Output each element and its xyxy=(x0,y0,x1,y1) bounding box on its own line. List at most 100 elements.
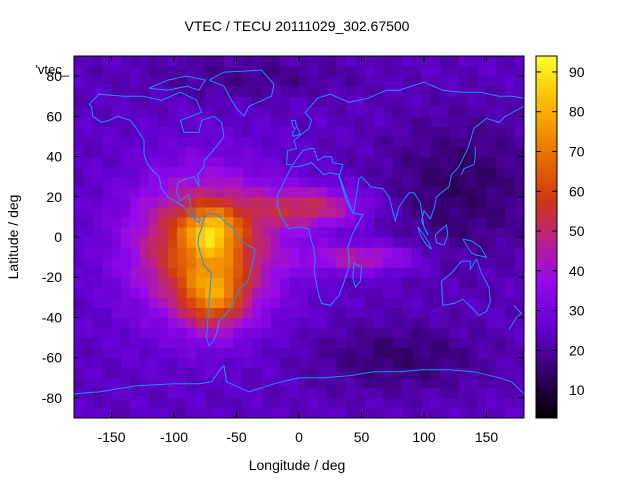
heatmap-cell xyxy=(261,257,272,268)
heatmap-cell xyxy=(439,106,450,117)
heatmap-cell xyxy=(92,86,103,97)
heatmap-cell xyxy=(345,377,356,389)
heatmap-cell xyxy=(158,237,169,248)
heatmap-cell xyxy=(102,146,113,158)
heatmap-cell xyxy=(402,156,413,168)
heatmap-cell xyxy=(402,186,413,198)
heatmap-cell xyxy=(139,297,150,308)
heatmap-cell xyxy=(224,126,234,138)
heatmap-cell xyxy=(299,96,309,107)
heatmap-cell xyxy=(270,317,281,329)
heatmap-cell xyxy=(120,257,131,268)
heatmap-cell xyxy=(280,377,291,389)
heatmap-cell xyxy=(411,397,422,409)
heatmap-cell xyxy=(102,267,113,278)
heatmap-cell xyxy=(336,156,347,168)
heatmap-cell xyxy=(261,317,272,329)
heatmap-cell xyxy=(252,257,263,268)
heatmap-cell xyxy=(364,257,375,268)
heatmap-cell xyxy=(495,226,506,238)
x-tick-label: -50 xyxy=(226,429,246,445)
heatmap-cell xyxy=(74,277,84,288)
heatmap-cell xyxy=(355,357,366,369)
coastline-australia xyxy=(441,257,491,317)
heatmap-cell xyxy=(242,337,253,349)
heatmap-cell xyxy=(402,277,413,288)
heatmap-cell xyxy=(430,206,441,218)
heatmap-cell xyxy=(92,407,103,418)
coastlines xyxy=(74,69,524,395)
heatmap-cell xyxy=(420,247,431,258)
heatmap-cell xyxy=(158,377,169,389)
heatmap-cell xyxy=(270,56,281,67)
heatmap-cell xyxy=(233,196,244,208)
heatmap-cell xyxy=(242,146,253,158)
heatmap-cell xyxy=(149,116,159,127)
heatmap-cell xyxy=(205,397,216,409)
heatmap-cell xyxy=(477,56,488,67)
colorbar-tick-label: 30 xyxy=(569,303,585,319)
heatmap-cell xyxy=(336,146,347,158)
heatmap-cell xyxy=(242,156,253,168)
heatmap-cell xyxy=(420,297,431,308)
heatmap-cell xyxy=(402,66,413,77)
heatmap-cell xyxy=(449,196,459,208)
heatmap-cell xyxy=(514,257,524,268)
heatmap-cell xyxy=(186,387,197,399)
heatmap-cell xyxy=(74,86,84,97)
heatmap-cell xyxy=(477,176,488,188)
heatmap-cell xyxy=(345,176,356,188)
heatmap-cell xyxy=(252,307,263,319)
heatmap-cell xyxy=(252,237,263,248)
heatmap-cell xyxy=(111,267,122,278)
heatmap-cell xyxy=(270,287,281,298)
coastline-great-britain xyxy=(290,119,301,137)
heatmap-cell xyxy=(495,136,506,148)
heatmap-cell xyxy=(83,397,94,409)
heatmap-cell xyxy=(420,387,431,399)
heatmap-cell xyxy=(514,196,524,208)
heatmap-cell xyxy=(120,106,131,117)
heatmap-cell xyxy=(205,407,216,418)
y-tick-label: 80 xyxy=(46,68,62,84)
heatmap-cell xyxy=(345,387,356,399)
heatmap-cell xyxy=(102,247,113,258)
heatmap-cell xyxy=(345,56,356,67)
heatmap-cell xyxy=(477,226,488,238)
heatmap-cell xyxy=(439,116,450,127)
heatmap-cell xyxy=(477,216,488,228)
heatmap-cell xyxy=(430,216,441,228)
heatmap-cell xyxy=(233,247,244,258)
heatmap-cell xyxy=(252,126,263,138)
heatmap-cell xyxy=(430,257,441,268)
heatmap-cell xyxy=(92,216,103,228)
heatmap-cell xyxy=(280,327,291,339)
heatmap-cell xyxy=(167,106,178,117)
heatmap-cell xyxy=(364,327,375,339)
heatmap-cell xyxy=(224,56,234,67)
heatmap-cell xyxy=(120,186,131,198)
heatmap-cell xyxy=(308,267,319,278)
heatmap-cell xyxy=(289,176,300,188)
heatmap-cell xyxy=(495,357,506,369)
heatmap-cell xyxy=(317,297,328,308)
heatmap-cell xyxy=(327,407,338,418)
heatmap-cell xyxy=(439,377,450,389)
heatmap-cell xyxy=(233,146,244,158)
heatmap-cell xyxy=(327,56,338,67)
heatmap-cell xyxy=(355,116,366,127)
heatmap-cell xyxy=(186,96,197,107)
heatmap-cell xyxy=(495,247,506,258)
heatmap-cell xyxy=(420,327,431,339)
heatmap-cell xyxy=(102,337,113,349)
heatmap-cell xyxy=(158,96,169,107)
heatmap-cell xyxy=(92,287,103,298)
heatmap-cell xyxy=(392,317,403,329)
heatmap-cell xyxy=(420,287,431,298)
heatmap-cell xyxy=(383,76,394,87)
heatmap-cell xyxy=(439,226,450,238)
heatmap-cell xyxy=(505,287,516,298)
heatmap-cell xyxy=(317,176,328,188)
heatmap-cell xyxy=(252,136,263,148)
heatmap-cell xyxy=(355,156,366,168)
